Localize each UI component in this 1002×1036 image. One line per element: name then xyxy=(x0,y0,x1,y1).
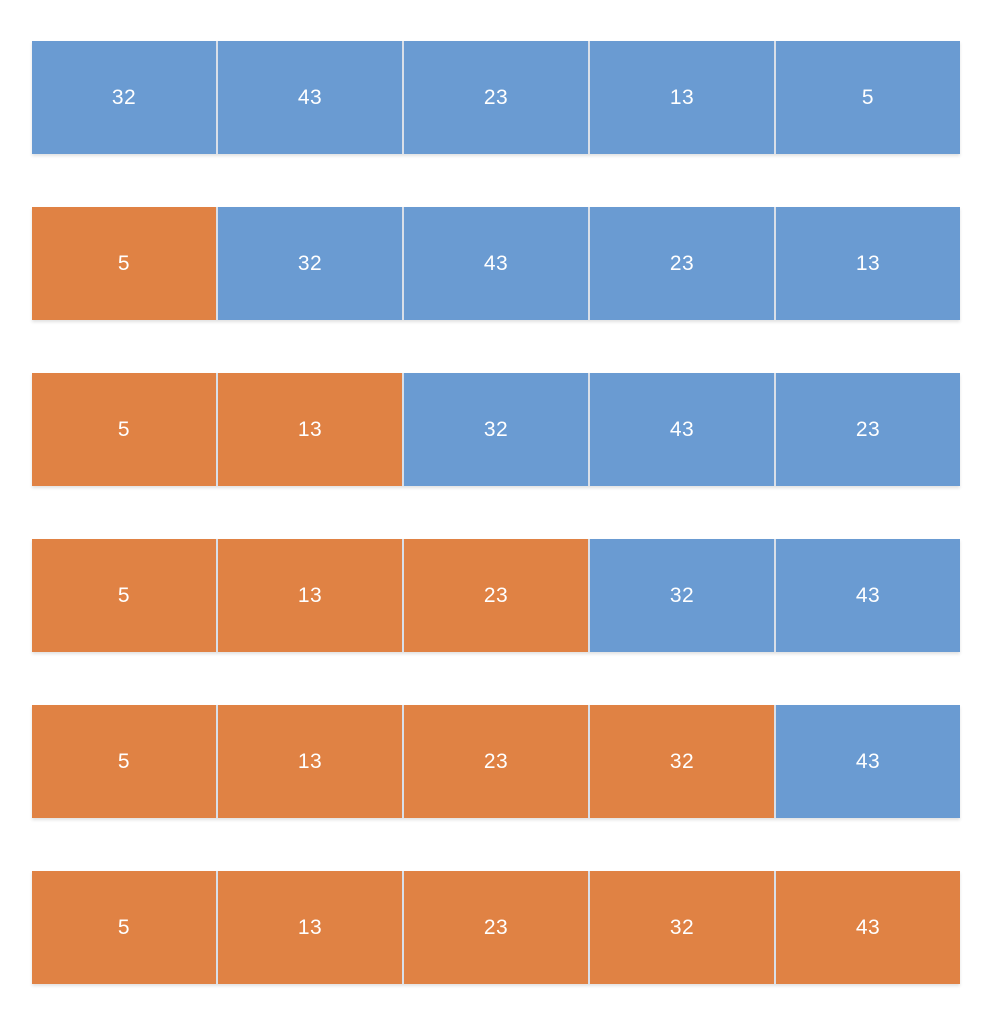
array-step-row: 5 13 23 32 43 xyxy=(32,539,960,652)
sorted-array-cell: 5 xyxy=(32,207,218,320)
sorted-array-cell: 43 xyxy=(776,871,960,984)
sorted-array-cell: 13 xyxy=(218,871,404,984)
unsorted-array-cell: 43 xyxy=(218,41,404,154)
sorted-array-cell: 5 xyxy=(32,705,218,818)
sorting-steps-diagram: 32 43 23 13 5 5 32 43 23 13 5 13 32 43 23 5 13 23 32 43 5 13 2… xyxy=(32,41,960,984)
array-step-row: 5 32 43 23 13 xyxy=(32,207,960,320)
array-step-row: 5 13 23 32 43 xyxy=(32,705,960,818)
unsorted-array-cell: 43 xyxy=(404,207,590,320)
unsorted-array-cell: 23 xyxy=(404,41,590,154)
unsorted-array-cell: 32 xyxy=(404,373,590,486)
unsorted-array-cell: 32 xyxy=(218,207,404,320)
sorted-array-cell: 5 xyxy=(32,373,218,486)
unsorted-array-cell: 5 xyxy=(776,41,960,154)
sorted-array-cell: 23 xyxy=(404,705,590,818)
sorted-array-cell: 23 xyxy=(404,871,590,984)
unsorted-array-cell: 23 xyxy=(776,373,960,486)
array-step-row: 5 13 32 43 23 xyxy=(32,373,960,486)
sorted-array-cell: 13 xyxy=(218,705,404,818)
unsorted-array-cell: 32 xyxy=(32,41,218,154)
sorted-array-cell: 5 xyxy=(32,871,218,984)
sorted-array-cell: 13 xyxy=(218,539,404,652)
unsorted-array-cell: 23 xyxy=(590,207,776,320)
array-step-row: 5 13 23 32 43 xyxy=(32,871,960,984)
array-step-row: 32 43 23 13 5 xyxy=(32,41,960,154)
sorted-array-cell: 32 xyxy=(590,871,776,984)
unsorted-array-cell: 43 xyxy=(776,539,960,652)
unsorted-array-cell: 43 xyxy=(776,705,960,818)
sorted-array-cell: 13 xyxy=(218,373,404,486)
sorted-array-cell: 32 xyxy=(590,705,776,818)
unsorted-array-cell: 43 xyxy=(590,373,776,486)
sorted-array-cell: 5 xyxy=(32,539,218,652)
unsorted-array-cell: 13 xyxy=(776,207,960,320)
unsorted-array-cell: 13 xyxy=(590,41,776,154)
sorted-array-cell: 23 xyxy=(404,539,590,652)
unsorted-array-cell: 32 xyxy=(590,539,776,652)
